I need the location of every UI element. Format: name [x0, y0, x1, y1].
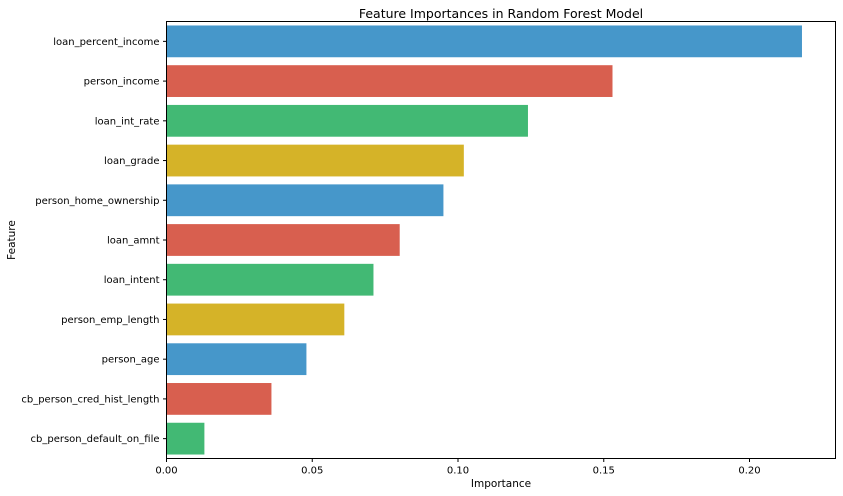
bar-cb-person-cred-hist-length	[166, 383, 272, 415]
y-tick-label: person_emp_length	[61, 315, 159, 326]
x-tick-label: 0.10	[447, 466, 469, 477]
y-tick-label: cb_person_cred_hist_length	[21, 394, 159, 405]
bar-person-age	[166, 343, 307, 376]
plot-frame	[166, 21, 836, 459]
x-tick-label: 0.00	[155, 466, 177, 477]
y-tick-label: loan_amnt	[107, 236, 160, 247]
bar-loan-intent	[166, 263, 374, 296]
y-tick-label: person_income	[84, 77, 160, 88]
x-ticks: 0.00 0.05 0.10 0.15 0.20	[155, 458, 761, 477]
y-tick-label: loan_grade	[104, 156, 159, 167]
bar-loan-grade	[166, 144, 464, 177]
y-tick-labels: loan_percent_income person_income loan_int…	[21, 37, 167, 445]
x-tick-label: 0.15	[593, 466, 615, 477]
x-tick-label: 0.20	[738, 466, 760, 477]
y-tick-label: loan_intent	[104, 275, 160, 286]
bar-loan-percent-income	[166, 25, 802, 58]
bar-loan-int-rate	[166, 104, 528, 137]
chart-title: Feature Importances in Random Forest Mod…	[359, 6, 643, 21]
bars-group	[166, 25, 802, 455]
bar-person-emp-length	[166, 303, 345, 336]
bar-cb-person-default-on-file	[166, 422, 205, 455]
y-tick-label: cb_person_default_on_file	[31, 434, 160, 445]
x-axis-label: Importance	[471, 478, 531, 490]
y-axis-label: Feature	[6, 220, 18, 260]
x-tick-label: 0.05	[301, 466, 323, 477]
bar-loan-amnt	[166, 224, 400, 256]
y-tick-label: person_age	[102, 355, 160, 366]
y-tick-label: person_home_ownership	[35, 196, 159, 207]
y-tick-label: loan_int_rate	[95, 116, 160, 127]
y-tick-label: loan_percent_income	[53, 37, 159, 48]
bar-person-income	[166, 65, 613, 97]
bar-person-home-ownership	[166, 184, 444, 217]
